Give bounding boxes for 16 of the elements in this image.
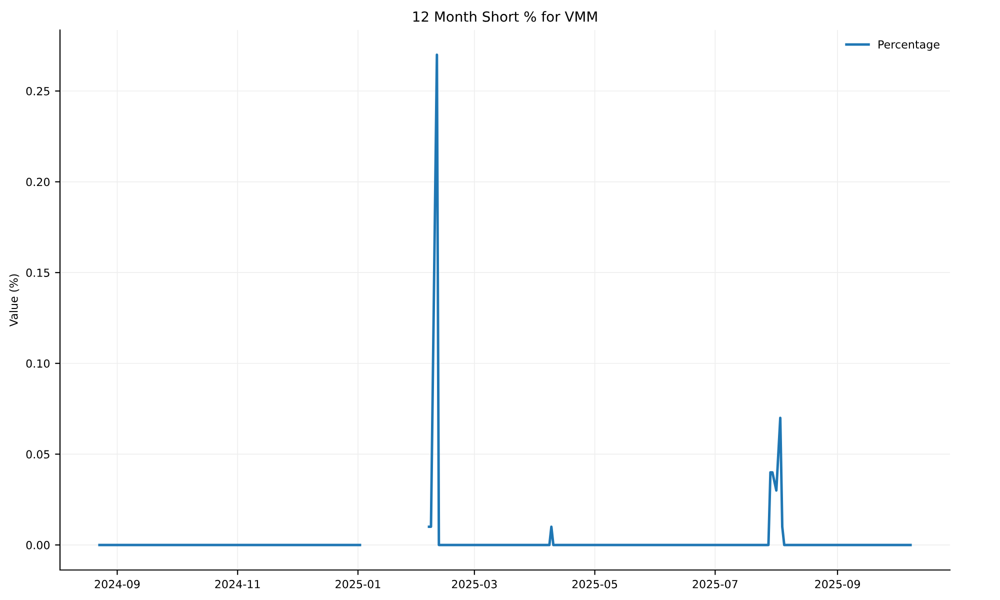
- y-tick-label: 0.00: [26, 540, 50, 550]
- y-tick-label: 0.20: [26, 178, 50, 186]
- x-tick-label: 2025-07: [692, 580, 738, 588]
- x-tick-label: 2024-11: [215, 580, 260, 588]
- y-tick-label: 0.05: [26, 450, 50, 459]
- x-tick-label: 2025-01: [336, 580, 380, 588]
- x-tick-label: 2025-05: [572, 580, 618, 588]
- y-tick-label: 0.15: [26, 268, 50, 277]
- x-tick-label: 2025-09: [815, 580, 860, 588]
- chart-title: 12 Month Short % for VMM: [413, 11, 597, 22]
- y-axis-title: Value (%): [9, 274, 20, 327]
- x-tick-label: 2025-03: [452, 580, 497, 588]
- y-tick-label: 0.10: [26, 359, 50, 368]
- x-tick-label: 2024-09: [94, 580, 140, 588]
- legend-label: Percentage: [878, 40, 940, 51]
- y-tick-label: 0.25: [26, 86, 50, 96]
